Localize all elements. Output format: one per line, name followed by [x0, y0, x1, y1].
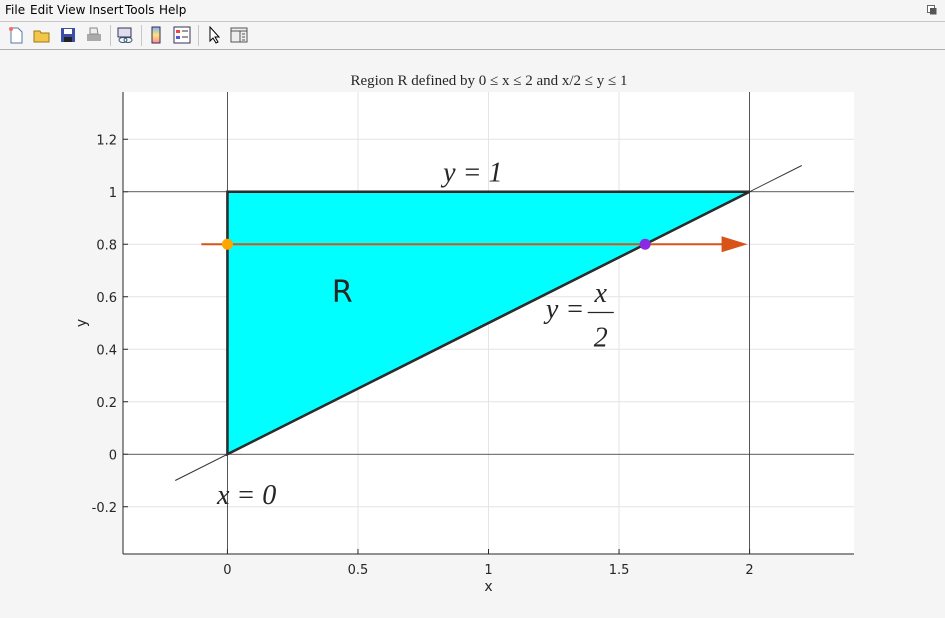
toolbar-separator — [110, 25, 111, 46]
menu-help[interactable]: Help — [159, 3, 187, 17]
y-tick-label: 1 — [109, 186, 117, 201]
dock-icon[interactable] — [927, 5, 937, 15]
x-tick-label: 2 — [745, 563, 753, 578]
colorbar-icon[interactable] — [147, 26, 165, 44]
x-tick-label: 0.5 — [348, 563, 369, 578]
toolbar — [0, 21, 945, 50]
y-tick-label: 1.2 — [96, 133, 117, 148]
x-tick-label: 0 — [223, 563, 231, 578]
y-tick-label: 0.2 — [96, 396, 117, 411]
menu-edit[interactable]: Edit — [30, 3, 54, 17]
menu-bar: File Edit View Insert Tools Help — [0, 0, 945, 21]
x-axis-label: x — [484, 579, 492, 595]
print-icon[interactable] — [85, 26, 103, 44]
toolbar-separator — [198, 25, 199, 46]
annotation-diag-denominator: 2 — [594, 323, 608, 354]
menu-insert[interactable]: Insert — [89, 3, 124, 17]
annotation-diag-numerator: x — [594, 278, 608, 309]
menu-tools[interactable]: Tools — [125, 3, 155, 17]
pointer-icon[interactable] — [205, 26, 223, 44]
legend-icon[interactable] — [173, 26, 191, 44]
annotation-diag-lhs: y = — [543, 294, 584, 325]
menu-file[interactable]: File — [5, 3, 26, 17]
region-label: R — [332, 275, 353, 310]
arrow-head — [721, 236, 748, 253]
new-file-icon[interactable] — [7, 26, 25, 44]
line-y-equals-x-over-2 — [174, 165, 803, 481]
annotation-x-equals-0: x = 0 — [216, 480, 276, 511]
open-folder-icon[interactable] — [33, 26, 51, 44]
y-tick-label: 0.8 — [96, 238, 117, 253]
menu-view[interactable]: View — [57, 3, 86, 17]
data-point — [639, 238, 651, 250]
x-tick-label: 1 — [484, 563, 492, 578]
y-tick-label: 0.6 — [96, 291, 117, 306]
x-tick-label: 1.5 — [609, 563, 630, 578]
y-tick-label: -0.2 — [92, 501, 117, 516]
axes: 0 0.5 1 1.5 2 -0.2 0 0.2 0.4 0.6 0.8 1 1.2 Ry = 1 y = x… — [74, 92, 854, 595]
figure-canvas: Region R defined by 0 ≤ x ≤ 2 and x/2 ≤ … — [74, 73, 854, 595]
save-icon[interactable] — [59, 26, 77, 44]
toolbar-separator — [141, 25, 142, 46]
annotation-y-equals-1: y = 1 — [440, 157, 502, 188]
data-point — [221, 238, 233, 250]
y-tick-label: 0.4 — [96, 343, 117, 358]
link-icon[interactable] — [116, 26, 134, 44]
property-editor-icon[interactable] — [230, 26, 248, 44]
y-tick-label: 0 — [109, 448, 117, 463]
chart-title: Region R defined by 0 ≤ x ≤ 2 and x/2 ≤ … — [350, 73, 627, 89]
y-axis-label: y — [74, 319, 90, 327]
